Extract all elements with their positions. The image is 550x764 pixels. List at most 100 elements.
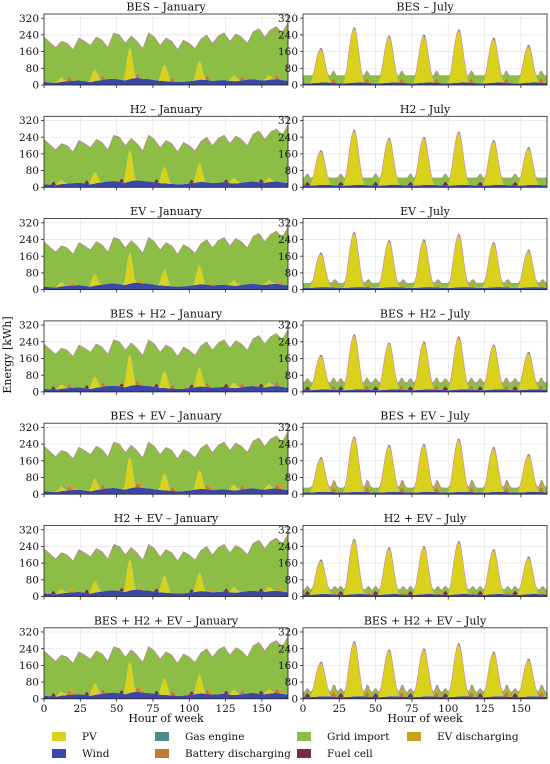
area-battery-discharging — [44, 354, 288, 390]
y-tick-label: 160 — [278, 660, 298, 672]
demand-line — [44, 431, 288, 460]
panel-6: EV – July 0 80 160 240 320 — [278, 205, 548, 296]
panel-frame — [302, 13, 548, 86]
y-tick-label: 0 — [32, 489, 39, 501]
area-pv — [44, 150, 288, 186]
y-tick-label: 240 — [19, 541, 39, 553]
area-wind — [44, 180, 288, 188]
demand-line — [44, 533, 288, 562]
y-axis-label: Energy [kWh] — [1, 316, 14, 393]
area-pv — [303, 335, 547, 391]
legend-item-battery-discharging: Battery discharging — [155, 748, 291, 760]
y-tick-label: 240 — [19, 439, 39, 451]
panel-title: BES + H2 – January — [110, 307, 223, 320]
panel-frame — [43, 218, 289, 291]
panel-title: EV – January — [130, 205, 202, 218]
y-tick-label: 240 — [278, 132, 298, 144]
panel-frame — [302, 218, 548, 291]
panel-5: EV – January 0 80 160 240 320 — [19, 205, 289, 296]
y-tick-label: 0 — [32, 80, 39, 92]
demand-line — [303, 436, 547, 489]
legend-swatch — [52, 732, 66, 741]
y-tick-label: 160 — [278, 251, 298, 263]
y-tick-label: 0 — [32, 591, 39, 603]
y-tick-label: 240 — [278, 29, 298, 41]
area-battery-discharging — [44, 661, 288, 697]
panel-frame — [43, 13, 289, 86]
area-wind — [303, 593, 547, 597]
x-tick-label: 125 — [475, 703, 495, 715]
x-tick-label: 50 — [369, 703, 382, 715]
x-tick-label: 75 — [146, 703, 159, 715]
panel-12: H2 + EV – July 0 80 160 240 320 — [278, 512, 548, 603]
stacked-areas — [303, 334, 547, 392]
area-wind — [44, 691, 288, 699]
y-tick-label: 0 — [291, 489, 298, 501]
area-wind — [44, 384, 288, 392]
y-tick-label: 80 — [26, 574, 39, 586]
demand-line — [303, 129, 547, 179]
x-tick-label: 150 — [511, 703, 531, 715]
area-wind — [303, 82, 547, 85]
legend-swatch — [155, 732, 169, 741]
panel-frame — [43, 115, 289, 188]
legend-swatch — [297, 749, 311, 758]
y-tick-label: 320 — [278, 524, 298, 536]
x-tick-label: 100 — [438, 703, 458, 715]
y-tick-label: 0 — [291, 387, 298, 399]
panel-title: BES + EV – July — [380, 410, 470, 423]
panel-11: H2 + EV – January 0 80 160 240 320 — [19, 512, 289, 603]
y-tick-label: 80 — [285, 574, 298, 586]
y-tick-label: 240 — [278, 439, 298, 451]
area-battery-discharging — [44, 457, 288, 493]
y-tick-label: 80 — [26, 165, 39, 177]
y-tick-label: 160 — [19, 148, 39, 160]
y-tick-label: 160 — [278, 148, 298, 160]
y-tick-label: 80 — [26, 63, 39, 75]
y-tick-label: 0 — [291, 693, 298, 705]
y-tick-label: 80 — [26, 370, 39, 382]
y-tick-label: 320 — [278, 217, 298, 229]
y-tick-label: 320 — [278, 627, 298, 639]
x-tick-label: 75 — [405, 703, 418, 715]
area-wind — [44, 282, 288, 290]
y-tick-label: 320 — [19, 320, 39, 332]
y-tick-label: 320 — [19, 422, 39, 434]
demand-line — [44, 124, 288, 153]
panel-4: H2 – July 0 80 160 240 320 — [278, 103, 548, 194]
demand-line — [44, 329, 288, 357]
legend-label: Grid import — [327, 731, 390, 743]
area-pv — [303, 28, 547, 84]
panel-title: BES + H2 + EV – January — [94, 614, 239, 627]
y-tick-label: 320 — [19, 627, 39, 639]
y-tick-label: 0 — [32, 387, 39, 399]
demand-line — [303, 26, 547, 76]
area-wind — [44, 487, 288, 495]
y-tick-label: 240 — [19, 336, 39, 348]
area-pv — [44, 47, 288, 83]
y-tick-label: 0 — [32, 693, 39, 705]
y-tick-label: 320 — [19, 524, 39, 536]
legend-item-gas-engine: Gas engine — [155, 731, 244, 743]
panel-title: H2 – January — [130, 103, 203, 116]
y-tick-label: 0 — [291, 591, 298, 603]
panel-title: BES + EV – January — [110, 410, 222, 423]
panel-frame — [302, 320, 548, 393]
demand-line — [303, 640, 547, 693]
x-tick-label: 0 — [41, 703, 48, 715]
y-tick-label: 240 — [278, 541, 298, 553]
area-pv — [303, 130, 547, 186]
legend-item-grid-import: Grid import — [297, 731, 390, 743]
y-tick-label: 160 — [19, 46, 39, 58]
stacked-areas — [303, 538, 547, 597]
panel-title: BES + H2 – July — [380, 307, 471, 320]
area-wind — [303, 696, 547, 699]
legend-label: Battery discharging — [185, 748, 291, 760]
legend-swatch — [407, 732, 421, 741]
panel-frame — [302, 627, 548, 700]
y-tick-label: 160 — [19, 660, 39, 672]
x-tick-label: 150 — [252, 703, 272, 715]
legend-label: Fuel cell — [327, 748, 373, 760]
y-tick-label: 320 — [278, 13, 298, 25]
